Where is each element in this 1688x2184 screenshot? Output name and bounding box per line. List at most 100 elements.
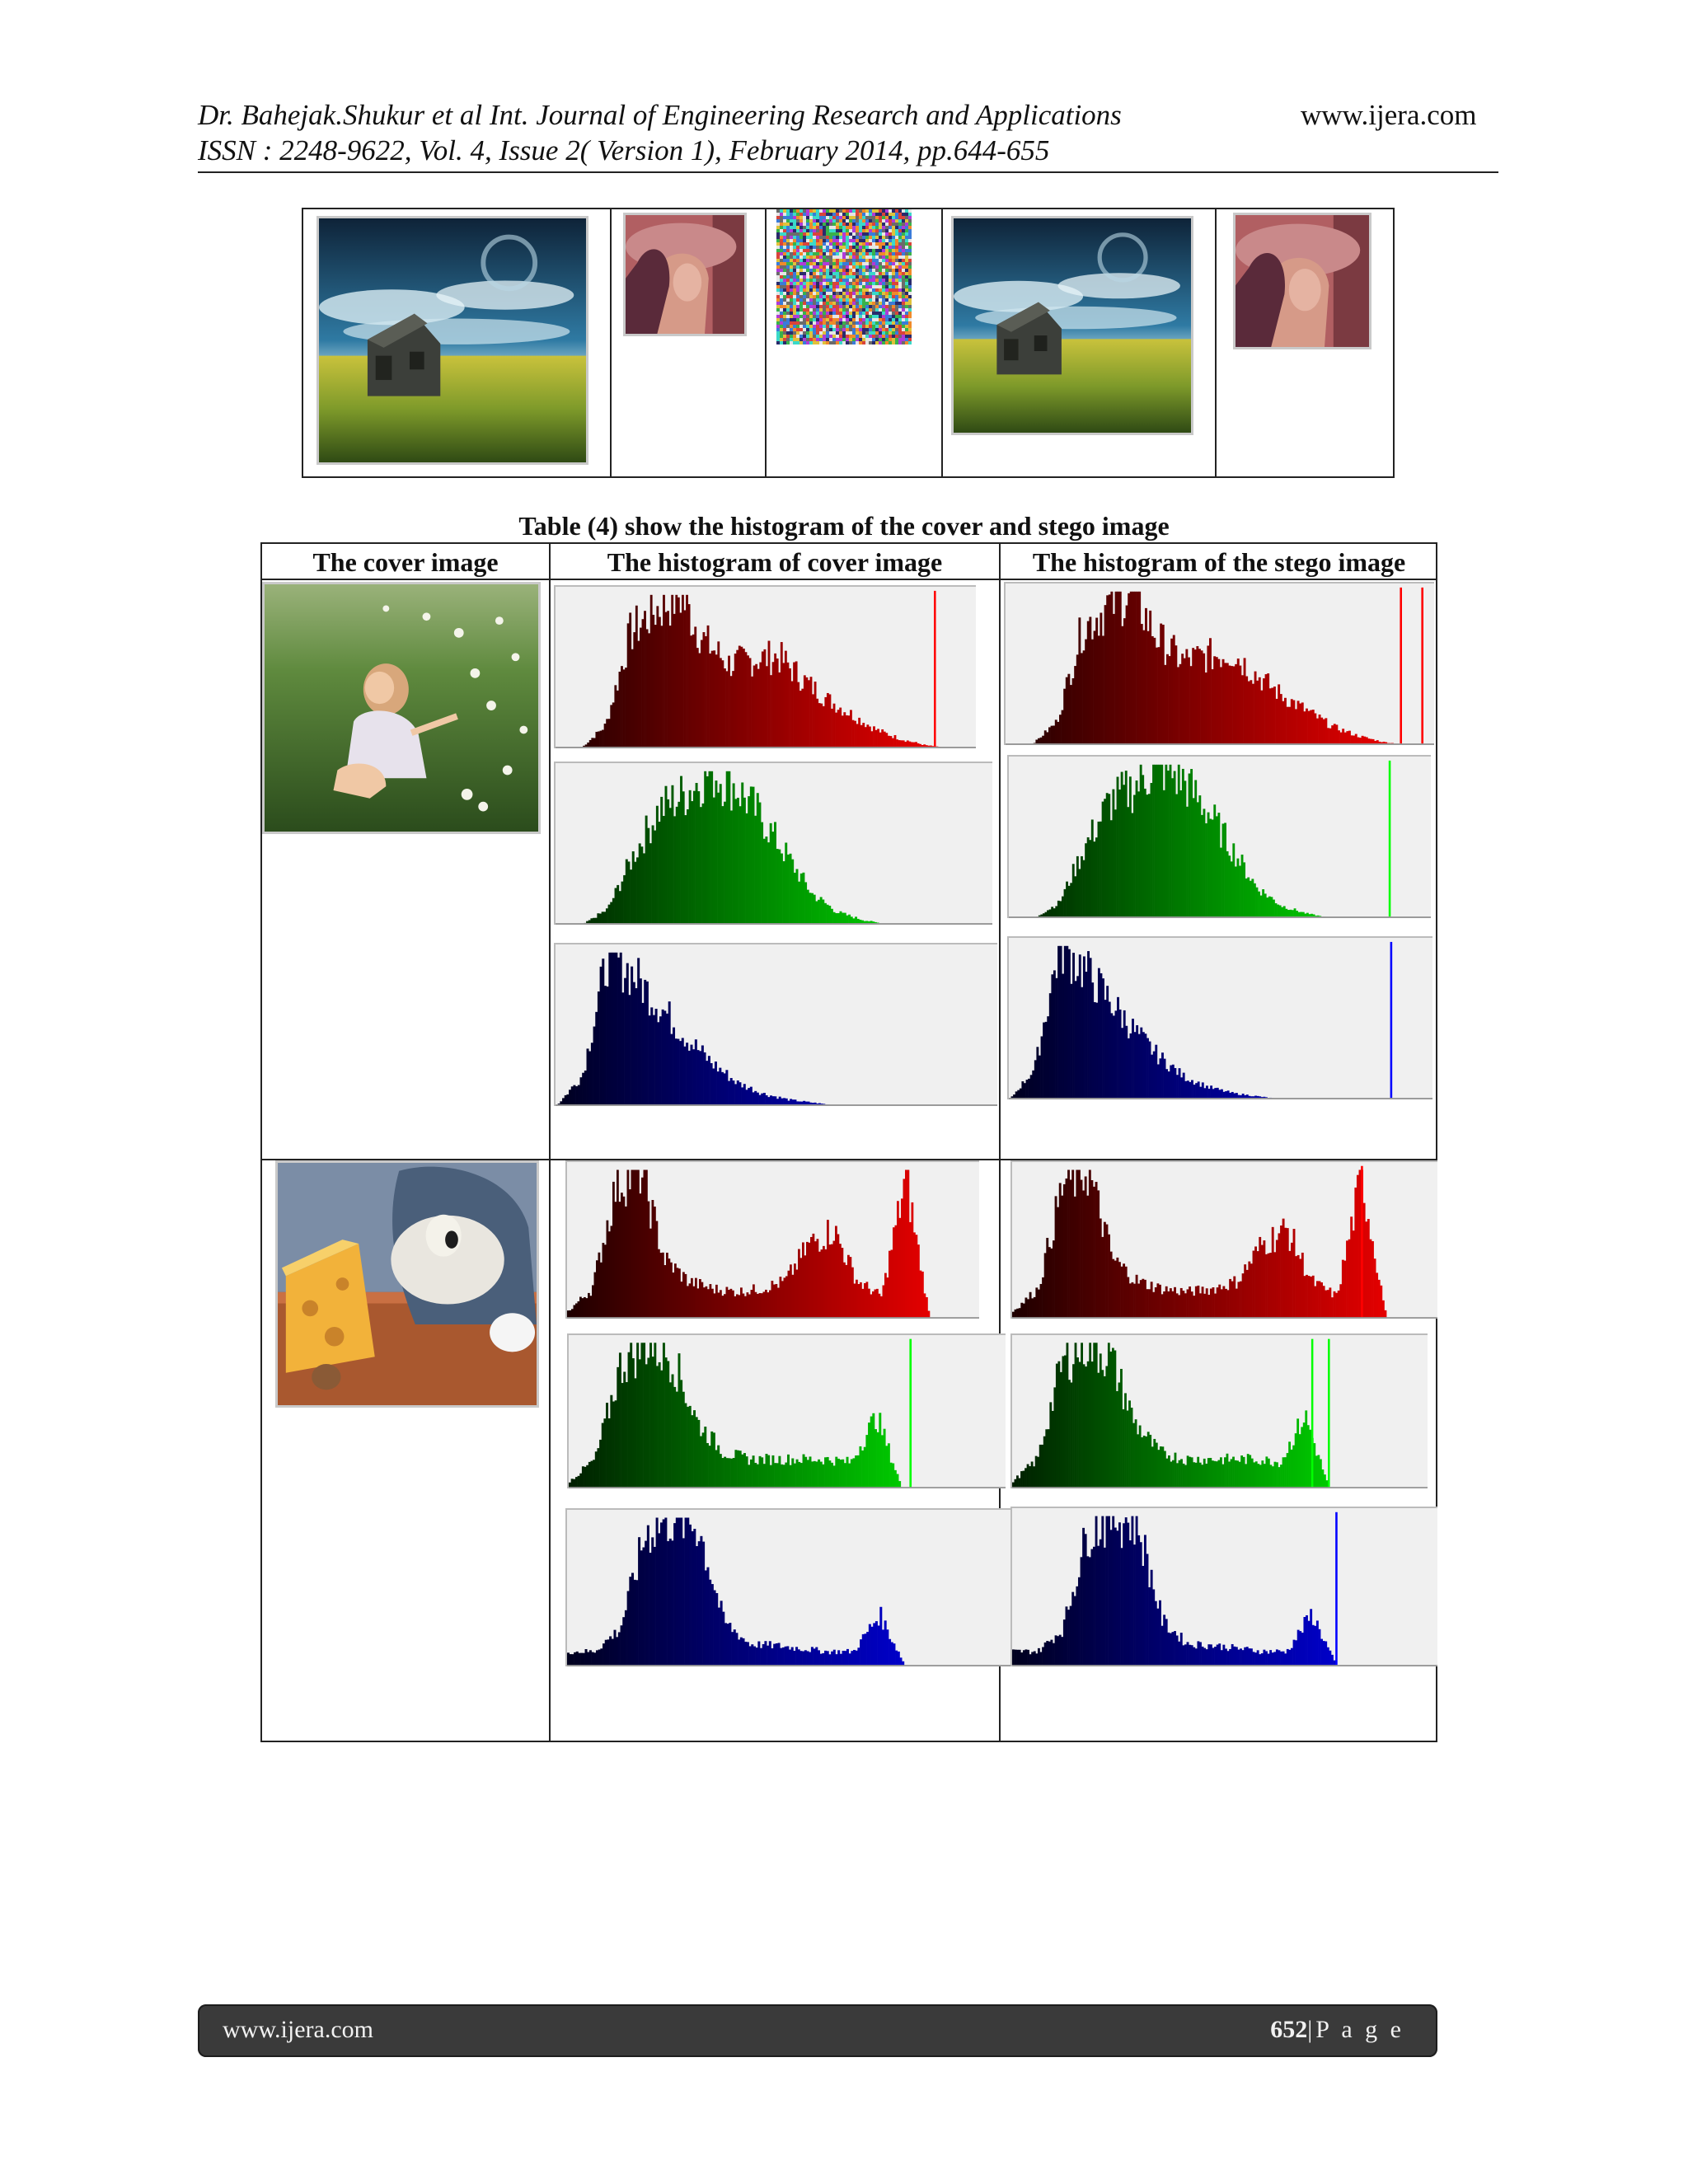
histogram-bar [635,1169,638,1319]
histogram-bar [1189,1644,1192,1666]
histogram-bar [776,1099,780,1106]
histogram-bar [1307,1276,1311,1319]
histogram-bar [1167,771,1170,918]
histogram-bar [818,1459,821,1488]
histogram-bar [797,1649,800,1666]
histogram-bar [643,1343,646,1488]
histogram-bar [1041,1444,1044,1488]
histogram-bar [1057,945,1060,1099]
histogram-bar [773,1643,776,1666]
histogram-bar [1109,820,1113,918]
histogram-bar [890,1642,893,1666]
histogram-bar [645,815,648,925]
histogram-bar [668,1382,672,1488]
histogram-bar [1164,664,1167,745]
histogram-bar [1088,1557,1091,1666]
histogram-bar [621,992,625,1106]
histogram-bar [1121,626,1124,745]
histogram-bar [789,1465,792,1488]
histogram-bar [725,671,729,748]
histogram-bar [1016,1308,1020,1319]
histogram-bar [1106,595,1109,745]
histogram-bar [1304,913,1307,918]
histogram-bar [1165,1069,1169,1099]
histogram-bar [1022,1650,1025,1666]
histogram-bar [728,771,731,925]
histogram-bar [1050,1248,1053,1319]
histogram-bar [1197,1285,1200,1319]
histogram-bar [815,1647,818,1666]
histogram-bar [1247,681,1250,745]
histogram-bar [911,1202,914,1319]
histogram-bar [1128,593,1131,745]
histogram-bar [1201,1465,1204,1488]
histogram-bar [608,952,612,1106]
histogram-bar [1101,1370,1104,1488]
histogram-bar [798,1249,800,1319]
histogram-bar [860,1639,863,1666]
histogram-bar [704,1427,707,1488]
histogram-bar [818,899,820,925]
histogram-bar [1275,698,1278,745]
histogram-bar [607,719,611,748]
histogram-bar [624,1610,627,1666]
histogram-bar [722,1611,725,1666]
histogram-bar [765,1094,768,1106]
histogram-bar [1093,1546,1095,1666]
histogram-bar [1139,764,1142,918]
histogram-bar [760,1647,763,1666]
histogram-bar [598,1649,601,1666]
histogram-bar [771,832,775,925]
histogram-bar [673,1523,677,1666]
histogram-bar [1103,1376,1106,1488]
histogram-bar [728,655,730,748]
histogram-bar [1022,1470,1025,1488]
histogram-bar [1155,1044,1158,1099]
histogram-bar [926,1296,928,1319]
histogram-bar [1067,949,1071,1099]
histogram-bar [1059,945,1062,1099]
histogram-bar [627,1352,631,1488]
cover-image-girl [262,582,541,834]
histogram-bar [1160,1294,1164,1319]
histogram-bar [719,784,722,925]
histogram-bar [806,1651,809,1666]
table-divider [549,544,551,1741]
histogram-bar [1294,1433,1297,1488]
histogram-bar [641,619,645,748]
histogram-bar [1214,1647,1217,1666]
histogram-bar [1226,1651,1230,1666]
histogram-bar [1046,1641,1049,1666]
histogram-bar [672,1272,675,1319]
histogram-bar [798,1461,801,1488]
histogram-bar [1269,1650,1273,1666]
histogram-bar [1170,638,1174,745]
histogram-bar [735,1633,738,1666]
histogram-bar [659,1016,662,1106]
histogram-bar [1151,635,1154,745]
histogram-bar [1038,1055,1041,1099]
histogram-bar [1043,730,1047,745]
histogram-bar [853,1283,856,1319]
histogram-bar [1256,1095,1259,1099]
histogram-bar [769,1465,772,1488]
histogram-bar [1182,1463,1185,1488]
histogram-bar [758,1455,762,1488]
histogram-bar [1067,885,1071,918]
histogram-bar [1074,666,1077,745]
histogram-bar [1066,1343,1069,1488]
histogram-bar [647,1357,650,1488]
histogram-bar [1237,1282,1240,1319]
histogram-bar [793,1463,796,1488]
histogram-bar [826,1651,829,1666]
histogram-bar [743,1084,746,1106]
histogram-bar [790,1647,794,1666]
histogram-bar [1211,669,1214,745]
histogram-bar [848,1653,851,1666]
histogram-bar [802,1454,805,1488]
histogram-bar [1065,1606,1068,1666]
histogram-bar [649,594,653,748]
histogram-bar [1080,1179,1083,1319]
histogram-bar [707,1056,710,1106]
histogram-bar [645,981,649,1106]
